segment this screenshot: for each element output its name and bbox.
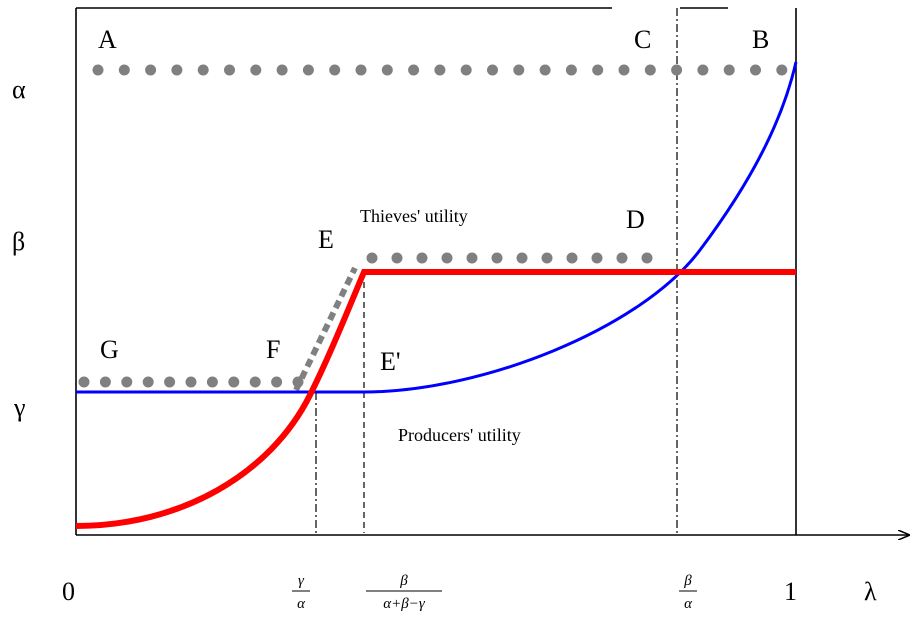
dotted-lines bbox=[78, 64, 798, 388]
x-label-lambda: λ bbox=[864, 577, 877, 606]
point-label-E-prime: E' bbox=[380, 347, 401, 376]
svg-text:α+β−γ: α+β−γ bbox=[383, 596, 426, 612]
point-label-B: B bbox=[752, 25, 769, 54]
thieves-utility-label: Thieves' utility bbox=[360, 206, 468, 226]
tick-beta-over-sum: β α+β−γ bbox=[366, 573, 442, 612]
point-label-E: E bbox=[318, 225, 334, 254]
svg-text:α: α bbox=[684, 596, 693, 612]
tick-gamma-over-alpha: γ α bbox=[292, 573, 310, 612]
point-label-D: D bbox=[626, 205, 645, 234]
y-label-beta: β bbox=[12, 227, 25, 256]
point-label-F: F bbox=[266, 335, 280, 364]
svg-text:α: α bbox=[297, 596, 306, 612]
point-label-C: C bbox=[634, 25, 651, 54]
point-label-A: A bbox=[98, 25, 117, 54]
svg-text:β: β bbox=[683, 573, 692, 589]
producers-utility-label: Producers' utility bbox=[398, 425, 521, 445]
thieves-utility-curve bbox=[75, 269, 796, 529]
producers-utility-curve bbox=[76, 61, 798, 394]
point-label-G: G bbox=[100, 335, 119, 364]
svg-text:β: β bbox=[399, 573, 408, 589]
x-label-origin: 0 bbox=[62, 577, 75, 606]
y-label-alpha: α bbox=[12, 75, 26, 104]
x-label-one: 1 bbox=[784, 577, 797, 606]
tick-beta-over-alpha: β α bbox=[679, 573, 697, 612]
svg-text:γ: γ bbox=[298, 573, 305, 589]
dashed-segment-F-E bbox=[293, 266, 358, 392]
y-label-gamma: γ bbox=[13, 393, 26, 422]
